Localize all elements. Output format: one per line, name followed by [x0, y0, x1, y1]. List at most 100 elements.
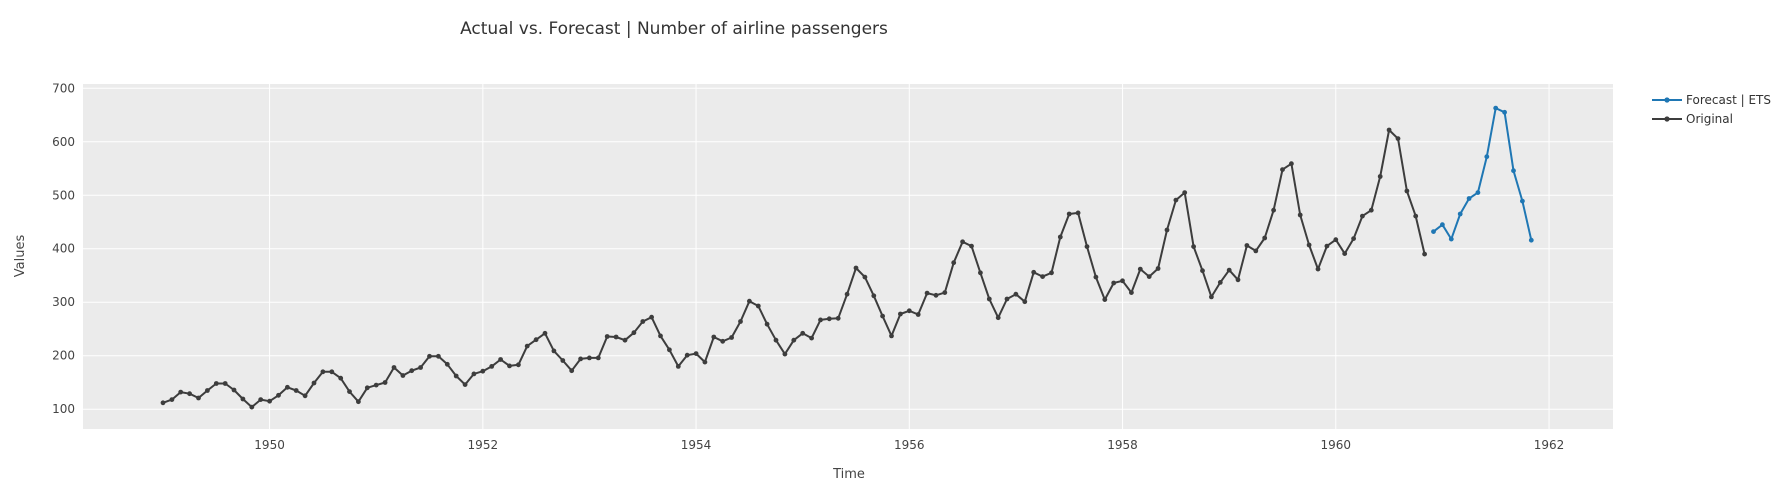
data-point [1209, 294, 1214, 300]
data-point [480, 368, 486, 374]
data-point [1333, 237, 1339, 243]
y-tick-label: 700 [52, 81, 75, 95]
legend-item[interactable]: Forecast | ETS [1652, 93, 1771, 107]
data-point [738, 319, 743, 324]
data-point [285, 384, 290, 390]
data-point [329, 369, 335, 375]
data-point [533, 337, 539, 343]
data-point [471, 371, 477, 377]
data-point [409, 368, 415, 374]
data-point [1244, 243, 1250, 248]
data-point [622, 337, 628, 343]
data-point [818, 317, 823, 323]
series-line-forecast-ets [1432, 107, 1533, 241]
data-point [1022, 299, 1028, 305]
data-point [898, 311, 903, 317]
data-point [196, 395, 201, 401]
data-point [1049, 270, 1054, 276]
data-point [1235, 277, 1241, 283]
data-point [729, 335, 734, 340]
data-point [986, 296, 992, 302]
data-point [755, 303, 761, 309]
x-tick-label: 1954 [681, 438, 712, 452]
y-tick-label: 500 [52, 188, 75, 202]
legend[interactable]: Forecast | ETS Original [1652, 93, 1771, 126]
x-tick-label: 1950 [254, 438, 285, 452]
legend-label: Forecast | ETS [1686, 93, 1771, 107]
data-point [1040, 274, 1045, 279]
data-point [320, 369, 326, 375]
data-point [1271, 207, 1276, 213]
data-point [302, 393, 308, 399]
data-point [1111, 280, 1117, 286]
data-point [720, 338, 726, 344]
x-tick-label: 1962 [1534, 438, 1565, 452]
data-point [1013, 291, 1019, 297]
data-point [764, 321, 770, 327]
data-point [1351, 236, 1356, 242]
data-point [613, 334, 619, 340]
data-point [347, 389, 352, 394]
data-point [569, 368, 575, 374]
data-point [1324, 243, 1330, 249]
data-point [933, 292, 939, 298]
data-point [809, 335, 814, 341]
data-point [631, 330, 637, 336]
data-point [1057, 234, 1063, 240]
data-point [702, 359, 708, 365]
y-tick-label: 400 [52, 242, 75, 256]
data-point [658, 333, 663, 339]
data-point [1404, 188, 1410, 194]
data-point [1457, 211, 1463, 217]
legend-swatch-marker [1664, 116, 1670, 122]
data-point [1146, 274, 1152, 279]
data-point [1475, 190, 1481, 196]
data-point [213, 381, 219, 386]
data-point [1395, 136, 1401, 142]
data-point [978, 270, 983, 276]
data-point [187, 391, 193, 397]
data-point [382, 380, 388, 385]
chart-title: Actual vs. Forecast | Number of airline … [460, 19, 888, 39]
data-point [1200, 268, 1205, 274]
data-point [1289, 161, 1294, 167]
data-point [782, 351, 788, 357]
data-point [551, 348, 557, 354]
legend-label: Original [1686, 112, 1733, 126]
data-point [400, 373, 406, 378]
data-point [1360, 213, 1365, 219]
data-point [1129, 290, 1134, 295]
data-point [1440, 222, 1445, 228]
x-tick-label: 1952 [468, 438, 499, 452]
data-point [960, 239, 965, 245]
data-point [1280, 167, 1285, 173]
data-point [1093, 274, 1099, 280]
data-point [542, 330, 548, 336]
data-point [356, 399, 361, 405]
data-point [1377, 174, 1383, 179]
data-point [649, 314, 654, 320]
legend-item[interactable]: Original [1652, 112, 1733, 126]
data-point [560, 358, 566, 363]
data-point [1191, 244, 1196, 250]
data-point [1466, 196, 1472, 201]
data-point [693, 351, 699, 356]
data-point [1217, 280, 1223, 285]
data-point [587, 355, 592, 361]
data-point [1528, 237, 1534, 243]
data-point [1520, 198, 1525, 204]
x-axis-title: Time [832, 467, 865, 482]
data-point [169, 397, 175, 402]
data-point [1075, 210, 1081, 216]
data-point [1413, 213, 1419, 219]
data-point [276, 392, 281, 398]
plot-area [83, 84, 1613, 429]
data-point [338, 375, 344, 381]
y-tick-label: 600 [52, 135, 75, 149]
data-point [231, 387, 237, 393]
data-point [1173, 197, 1179, 203]
data-point [853, 265, 859, 271]
data-point [462, 382, 468, 387]
series-forecast-ets [1431, 105, 1534, 243]
